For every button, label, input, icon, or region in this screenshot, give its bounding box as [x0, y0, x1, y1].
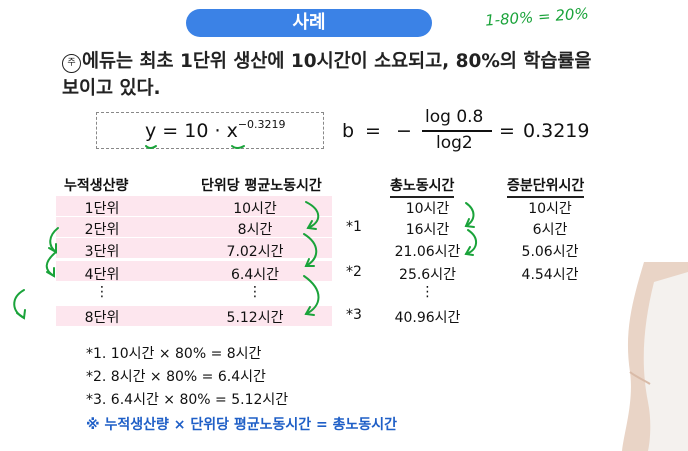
table-cell-units: 2단위	[84, 222, 120, 238]
table-cell-incr: 6시간	[532, 222, 568, 238]
table-cell-avg: 6.4시간	[230, 267, 280, 283]
arrow-total-2	[465, 229, 477, 255]
b-equals: =	[365, 120, 381, 142]
learning-curve-formula: y = 10 · x−0.3219	[145, 118, 286, 142]
table-cell-total: 21.06시간	[394, 244, 461, 260]
footnote-marker: *3	[346, 307, 362, 323]
highlight-row	[56, 217, 332, 237]
table-cell-ellipsis: ⋮	[95, 284, 109, 300]
arrow-total-1	[465, 202, 475, 227]
b-minus: −	[396, 120, 412, 142]
summary-formula: ※ 누적생산량 × 단위당 평균노동시간 = 총노동시간	[86, 417, 398, 433]
formula-exponent: −0.3219	[237, 118, 286, 131]
table-cell-incr: 10시간	[528, 201, 572, 217]
formula-y: y	[145, 120, 157, 142]
footnote-marker: *1	[346, 219, 362, 235]
fraction-numerator: log 0.8	[425, 107, 484, 127]
arrow-avg-2-head	[304, 258, 315, 267]
b-result: 0.3219	[523, 120, 590, 142]
highlight-row	[56, 261, 332, 281]
footnote-3: *3. 6.4시간 × 80% = 5.12시간	[86, 392, 289, 408]
footnote-1: *1. 10시간 × 80% = 8시간	[86, 346, 262, 362]
table-cell-avg: 7.02시간	[226, 244, 284, 260]
b-equals-2: =	[499, 120, 515, 142]
arrow-total-1-head	[464, 218, 475, 228]
table-cell-total: 40.96시간	[394, 310, 461, 326]
underline-x	[231, 145, 245, 149]
underline-y	[145, 145, 157, 149]
table-cell-total: 25.6시간	[399, 267, 456, 283]
table-cell-ellipsis: ⋮	[420, 284, 435, 300]
footnote-marker: *2	[346, 264, 362, 280]
table-cell-units: 1단위	[84, 201, 120, 217]
table-cell-avg: 5.12시간	[226, 310, 284, 326]
table-cell-incr: 5.06시간	[521, 244, 579, 260]
presenter-figure	[622, 262, 688, 451]
arrow-units-3-head	[16, 309, 26, 320]
highlight-row	[56, 306, 332, 326]
highlight-row	[56, 196, 332, 216]
table-cell-total: 16시간	[405, 222, 450, 238]
arrow-avg-3	[303, 275, 320, 315]
problem-statement: 주 에듀는 최초 1단위 생산에 10시간이 소요되고, 80%의 학습률을 보이…	[62, 48, 602, 102]
highlight-row	[56, 238, 332, 258]
table-cell-units: 8단위	[84, 310, 120, 326]
intro-line-1: 에듀는 최초 1단위 생산에 10시간이 소요되고, 80%의 학습률을	[82, 51, 592, 72]
arrow-avg-1-head	[306, 220, 317, 230]
formula-box	[96, 112, 324, 149]
fraction-bar	[422, 130, 492, 132]
intro-line-2: 보이고 있다.	[62, 78, 161, 99]
table-cell-units: 3단위	[84, 244, 120, 260]
table-cell-incr: 4.54시간	[521, 267, 579, 283]
arrow-avg-3-head	[304, 306, 315, 316]
slide-title: 사례	[186, 9, 432, 37]
footnote-2: *2. 8시간 × 80% = 6.4시간	[86, 369, 266, 385]
table-cell-total: 10시간	[405, 201, 450, 217]
table-cell-avg: 8시간	[237, 222, 273, 238]
arrow-total-2-head	[464, 246, 474, 256]
formula-equals: =	[162, 120, 179, 142]
formula-coef: 10 ·	[184, 120, 221, 142]
formula-x: x	[226, 120, 238, 142]
table-cell-ellipsis: ⋮	[248, 284, 262, 300]
arrow-units-2-head	[46, 267, 55, 278]
table-cell-units: 4단위	[84, 267, 120, 283]
arrow-avg-1	[305, 201, 320, 229]
arrow-avg-2	[303, 233, 318, 267]
header-incremental-time: 증분단위시간	[507, 175, 585, 198]
fraction-denominator: log2	[436, 133, 473, 153]
header-total-labor-time: 총노동시간	[390, 175, 455, 198]
table-cell-avg: 10시간	[233, 201, 277, 217]
b-symbol: b	[342, 120, 355, 142]
circled-symbol: 주	[62, 54, 81, 73]
